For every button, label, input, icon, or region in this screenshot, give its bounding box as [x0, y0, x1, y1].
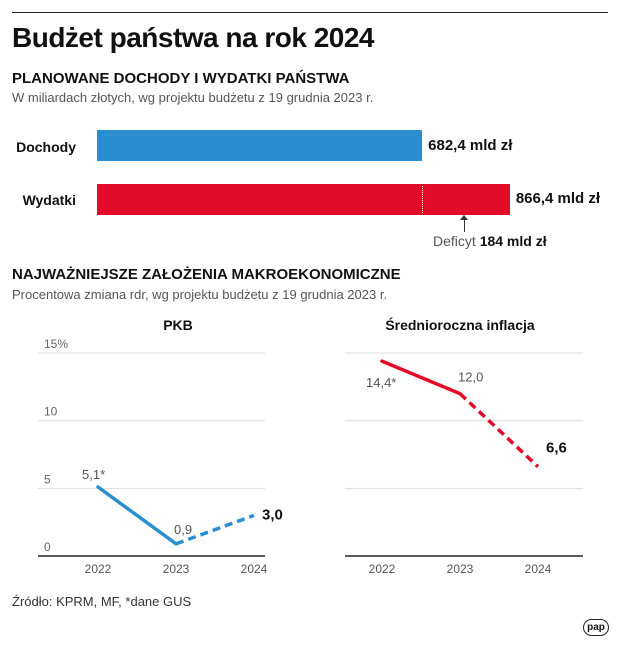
data-label: 3,0 [262, 506, 283, 523]
series-line-actual [380, 359, 462, 396]
x-tick-label: 2024 [241, 562, 268, 576]
bar-dochody [97, 130, 423, 161]
data-label: 6,6 [546, 440, 567, 457]
section1-heading: PLANOWANE DOCHODY I WYDATKI PAŃSTWA [12, 70, 350, 87]
data-label: 14,4* [366, 375, 396, 390]
series-line-actual [96, 485, 178, 546]
section2-heading: NAJWAŻNIEJSZE ZAŁOŻENIA MAKROEKONOMICZNE [12, 266, 401, 283]
chart-title: PKB [163, 317, 193, 333]
x-tick-label: 2022 [85, 562, 112, 576]
y-tick-label: 15% [44, 337, 68, 351]
y-tick-label: 10 [44, 405, 58, 419]
section1-subtitle: W miliardach złotych, wg projektu budżet… [12, 90, 374, 105]
y-tick-label: 0 [44, 540, 51, 554]
bar-label-wydatki: Wydatki [22, 192, 76, 208]
data-label: 0,9 [174, 522, 192, 537]
page-title: Budżet państwa na rok 2024 [12, 22, 375, 53]
deficit-annotation: Deficyt 184 mld zł [433, 233, 547, 249]
y-tick-label: 5 [44, 472, 51, 486]
bar-value-dochody: 682,4 mld zł [428, 137, 513, 154]
chart-title: Średnioroczna inflacja [385, 316, 535, 333]
deficit-arrow-icon [464, 218, 465, 232]
pap-logo: pap [583, 619, 609, 636]
deficit-value: 184 mld zł [479, 233, 547, 249]
bar-label-dochody: Dochody [16, 139, 76, 155]
x-tick-label: 2023 [447, 562, 474, 576]
data-label: 5,1* [82, 467, 105, 482]
bar-value-wydatki: 866,4 mld zł [515, 190, 601, 207]
x-tick-label: 2024 [525, 562, 552, 576]
x-tick-label: 2023 [163, 562, 190, 576]
deficit-marker [422, 186, 424, 213]
section2-subtitle: Procentowa zmiana rdr, wg projektu budże… [12, 287, 388, 302]
bar-wydatki [97, 184, 510, 215]
series-line-forecast [458, 392, 540, 468]
source-note: Źródło: KPRM, MF, *dane GUS [12, 594, 192, 609]
arrow-head-icon [460, 215, 468, 220]
x-tick-label: 2022 [369, 562, 396, 576]
data-label: 12,0 [458, 370, 483, 385]
series-line-forecast [175, 513, 255, 546]
top-rule [12, 12, 608, 13]
deficit-label: Deficyt [433, 233, 476, 249]
